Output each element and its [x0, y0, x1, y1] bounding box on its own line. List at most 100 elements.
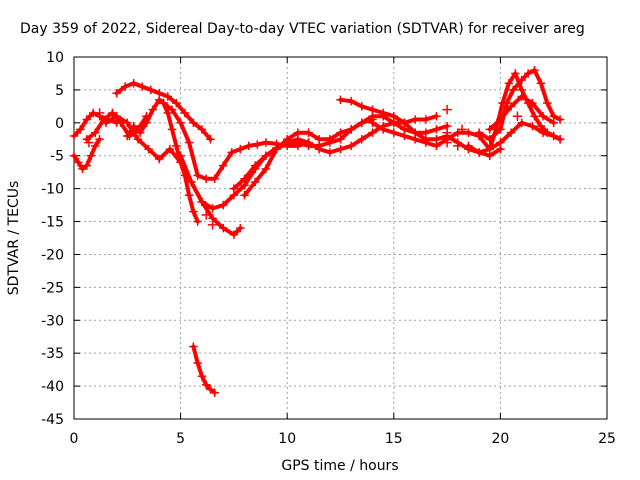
- data-point-marker: [325, 148, 335, 157]
- data-point-marker: [506, 102, 516, 111]
- data-point-marker: [485, 144, 494, 154]
- y-tick-label: 5: [55, 83, 64, 99]
- data-point-marker: [112, 88, 121, 98]
- data-point-marker: [142, 118, 151, 128]
- chart-series-lines: [69, 65, 565, 397]
- data-point-marker: [250, 161, 260, 170]
- data-point-marker: [82, 161, 92, 170]
- data-point-marker: [543, 98, 552, 108]
- data-point-marker: [432, 141, 441, 151]
- data-point-marker: [517, 75, 526, 85]
- x-tick-label: 15: [385, 431, 403, 447]
- data-point-marker: [261, 151, 271, 160]
- data-point-marker: [432, 125, 441, 134]
- data-point-marker: [184, 138, 194, 147]
- data-point-marker: [502, 98, 512, 108]
- data-point-marker: [210, 174, 219, 184]
- y-tick-label: 0: [55, 116, 64, 132]
- data-point-marker: [208, 204, 217, 213]
- data-point-marker: [69, 151, 79, 160]
- data-point-marker: [357, 102, 367, 111]
- data-point-marker: [197, 197, 207, 207]
- isolated-point-marker: [457, 124, 467, 135]
- y-tick-label: -45: [41, 412, 64, 428]
- chart-isolated-markers: [84, 104, 523, 230]
- data-point-marker: [123, 131, 132, 141]
- data-point-marker: [82, 115, 92, 124]
- data-point-marker: [101, 118, 111, 128]
- data-point-marker: [123, 118, 132, 128]
- y-tick-label: -30: [41, 313, 64, 329]
- x-tick-label: 10: [278, 431, 296, 447]
- data-point-marker: [346, 96, 356, 106]
- data-point-marker: [135, 128, 145, 137]
- x-tick-label: 20: [491, 431, 509, 447]
- isolated-point-marker: [201, 210, 211, 220]
- data-point-marker: [240, 190, 249, 200]
- data-point-marker: [474, 148, 484, 157]
- data-point-marker: [197, 371, 207, 381]
- series-arc-i: [231, 114, 439, 191]
- data-point-marker: [314, 135, 324, 144]
- data-point-marker: [410, 115, 420, 124]
- data-point-marker: [155, 95, 164, 105]
- data-point-marker: [506, 128, 516, 137]
- data-point-marker: [304, 128, 313, 137]
- isolated-point-marker: [84, 137, 94, 148]
- data-point-marker: [176, 118, 185, 128]
- data-point-marker: [218, 161, 228, 170]
- data-point-marker: [155, 154, 164, 164]
- data-point-marker: [357, 135, 367, 144]
- data-point-marker: [91, 141, 100, 151]
- data-point-marker: [432, 111, 441, 121]
- data-point-marker: [172, 98, 181, 108]
- data-point-marker: [167, 125, 177, 134]
- data-point-marker: [536, 79, 546, 88]
- data-point-marker: [496, 125, 505, 134]
- series-arc-k: [338, 97, 503, 158]
- data-point-marker: [517, 92, 526, 101]
- data-point-marker: [176, 151, 185, 160]
- data-point-marker: [378, 108, 388, 118]
- data-point-marker: [218, 200, 228, 210]
- data-point-marker: [193, 217, 202, 226]
- data-point-marker: [108, 108, 117, 118]
- y-tick-label: -35: [41, 346, 64, 362]
- data-point-marker: [346, 125, 356, 134]
- data-point-marker: [187, 177, 196, 187]
- data-point-marker: [261, 164, 271, 174]
- data-point-marker: [549, 131, 558, 141]
- plot-frame: [73, 56, 608, 420]
- data-point-marker: [137, 82, 147, 91]
- isolated-point-marker: [442, 104, 452, 115]
- data-point-marker: [227, 148, 237, 157]
- data-point-marker: [189, 342, 198, 351]
- data-point-marker: [523, 69, 533, 78]
- y-tick-label: -5: [50, 149, 64, 165]
- data-point-marker: [282, 135, 292, 144]
- data-point-marker: [549, 118, 558, 128]
- data-point-marker: [189, 118, 198, 128]
- data-point-marker: [172, 141, 181, 151]
- data-point-marker: [146, 85, 156, 95]
- y-tick-label: -15: [41, 215, 64, 231]
- data-point-marker: [504, 79, 514, 88]
- isolated-point-marker: [442, 127, 452, 138]
- data-point-marker: [163, 92, 173, 101]
- series-arc-n: [477, 68, 563, 142]
- data-point-marker: [197, 125, 207, 134]
- data-point-marker: [357, 118, 367, 128]
- data-point-marker: [129, 79, 138, 88]
- data-point-marker: [336, 144, 345, 154]
- data-point-marker: [163, 108, 173, 118]
- data-point-marker: [78, 164, 87, 174]
- data-point-marker: [508, 85, 518, 95]
- data-point-marker: [206, 135, 215, 144]
- isolated-point-marker: [453, 141, 463, 151]
- y-tick-label: -10: [41, 182, 64, 198]
- data-point-marker: [144, 144, 153, 154]
- data-point-marker: [464, 128, 473, 137]
- data-point-marker: [325, 135, 335, 144]
- y-tick-label: -25: [41, 280, 64, 296]
- data-point-marker: [517, 118, 526, 128]
